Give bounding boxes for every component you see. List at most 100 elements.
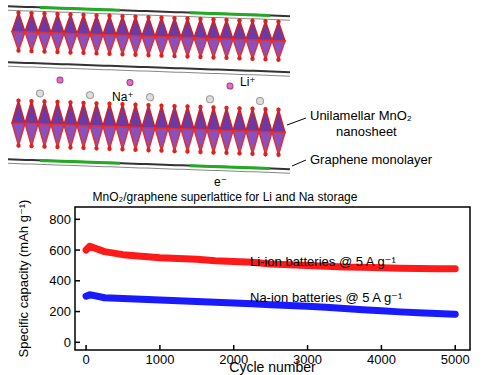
ion-label: Na⁺ — [112, 90, 134, 104]
x-tick — [307, 345, 309, 350]
oxygen — [211, 55, 215, 60]
octahedron — [246, 40, 259, 59]
series-label: Na-ion batteries @ 5 A g⁻¹ — [250, 290, 403, 305]
octahedron — [194, 129, 207, 152]
oxygen — [224, 151, 228, 156]
octahedron — [64, 125, 77, 148]
octahedron — [207, 19, 220, 38]
oxygen — [16, 98, 20, 103]
y-tick — [75, 342, 80, 344]
octahedron — [116, 127, 129, 150]
octahedron — [259, 40, 272, 59]
octahedron — [38, 32, 51, 51]
octahedron — [168, 18, 181, 37]
octahedron — [233, 20, 246, 39]
oxygen — [68, 12, 72, 17]
oxygen — [55, 100, 59, 105]
octahedron — [194, 38, 207, 57]
oxygen — [185, 16, 189, 21]
octahedron — [259, 132, 272, 155]
electron-path — [40, 160, 120, 163]
oxygen — [16, 10, 20, 15]
oxygen — [237, 18, 241, 23]
octahedron — [142, 127, 155, 150]
octahedron — [181, 18, 194, 37]
oxygen — [16, 143, 20, 148]
na-ion — [257, 97, 264, 104]
oxygen — [224, 18, 228, 23]
octahedron — [64, 33, 77, 52]
x-axis-label: Cycle number — [229, 359, 316, 375]
y-tick — [75, 249, 80, 251]
oxygen — [107, 147, 111, 152]
oxygen — [42, 99, 46, 104]
ion-label: Li⁺ — [240, 75, 256, 89]
oxygen — [68, 50, 72, 55]
oxygen — [263, 107, 267, 112]
y-axis-label: Specific capacity (mAh g⁻¹) — [16, 200, 31, 358]
octahedron — [25, 101, 38, 124]
oxygen — [146, 148, 150, 153]
octahedron — [129, 127, 142, 150]
oxygen — [224, 106, 228, 111]
octahedron — [12, 100, 25, 123]
octahedron — [12, 12, 25, 31]
x-tick-label: 1000 — [145, 352, 174, 367]
oxygen — [133, 52, 137, 57]
series-line — [86, 246, 455, 269]
octahedron — [103, 126, 116, 149]
octahedron — [194, 107, 207, 130]
octahedron — [90, 34, 103, 53]
mno2-layer — [12, 98, 285, 157]
oxygen — [81, 51, 85, 56]
octahedron — [38, 13, 51, 32]
oxygen — [250, 57, 254, 62]
oxygen — [198, 55, 202, 60]
octahedron — [181, 37, 194, 56]
pointer — [287, 118, 306, 125]
oxygen — [185, 104, 189, 109]
oxygen — [211, 17, 215, 22]
octahedron — [259, 21, 272, 40]
octahedron — [220, 108, 233, 131]
oxygen — [42, 144, 46, 149]
graphene-sheet — [8, 163, 290, 173]
electron-path — [40, 7, 120, 10]
x-tick — [454, 345, 456, 350]
octahedron — [77, 125, 90, 148]
octahedron — [116, 35, 129, 54]
octahedron — [116, 104, 129, 127]
octahedron — [220, 20, 233, 39]
octahedron — [129, 105, 142, 128]
octahedron — [129, 36, 142, 55]
octahedron — [246, 131, 259, 154]
y-tick — [75, 219, 80, 221]
oxygen — [55, 12, 59, 17]
graphene-layer — [8, 6, 290, 20]
y-tick-label: 400 — [49, 273, 71, 288]
octahedron — [129, 17, 142, 36]
y-tick — [75, 311, 80, 313]
y-tick-label: 600 — [49, 243, 71, 258]
octahedron — [25, 13, 38, 32]
x-tick-label: 0 — [82, 352, 89, 367]
mno2-layer — [12, 10, 285, 62]
oxygen — [94, 13, 98, 18]
oxygen — [29, 144, 33, 149]
octahedron — [246, 21, 259, 40]
electron-path — [190, 13, 270, 16]
oxygen — [94, 51, 98, 56]
li-ion — [57, 77, 63, 83]
octahedron — [103, 104, 116, 127]
oxygen — [185, 149, 189, 154]
octahedron — [194, 19, 207, 38]
octahedron — [77, 103, 90, 126]
octahedron — [90, 15, 103, 34]
x-tick — [381, 345, 383, 350]
octahedron — [103, 35, 116, 54]
x-tick-label: 5000 — [441, 352, 470, 367]
oxygen — [107, 14, 111, 19]
oxygen — [224, 56, 228, 61]
oxygen — [185, 54, 189, 59]
oxygen — [172, 149, 176, 154]
